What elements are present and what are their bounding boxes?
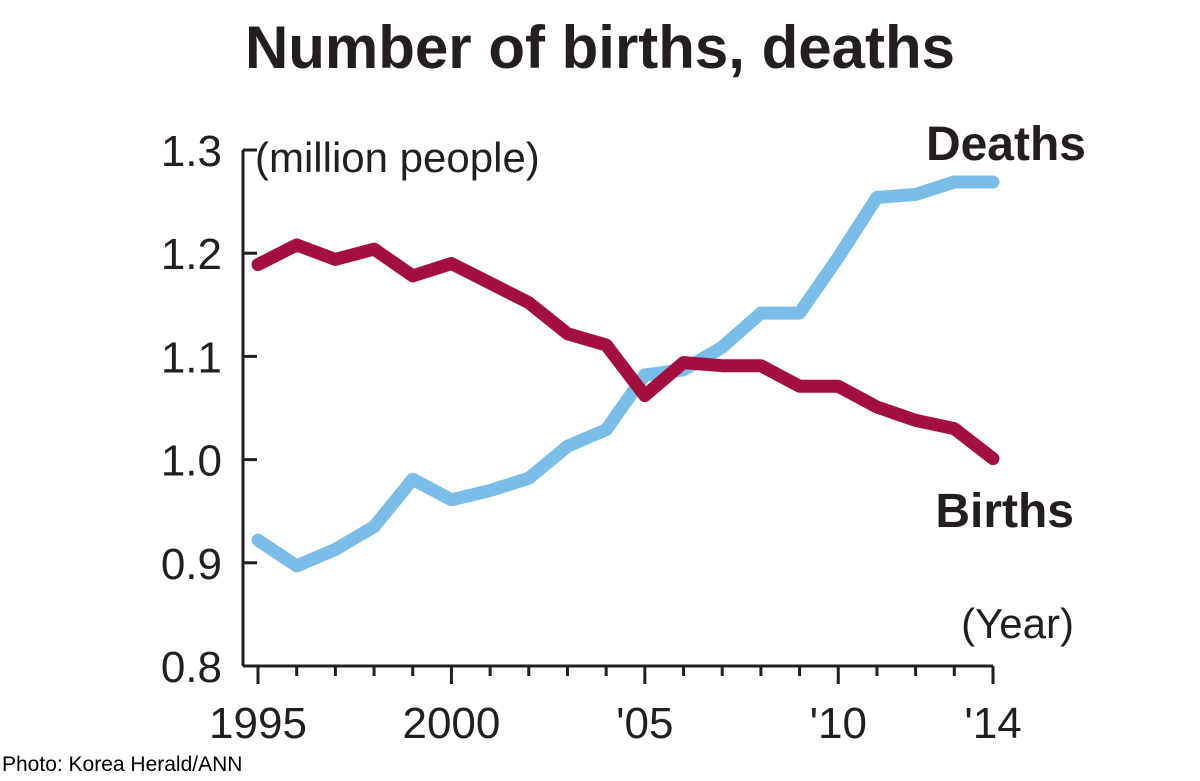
y-tick-label: 1.0 <box>161 437 222 486</box>
x-tick-label: '10 <box>810 699 867 748</box>
axes <box>241 150 993 668</box>
series-line-deaths <box>251 175 1000 573</box>
x-axis-ticks: 1995 2000 '05 '10 '14 <box>209 666 1022 748</box>
y-axis-unit-label: (million people) <box>255 134 540 181</box>
series-layer <box>251 175 1000 573</box>
series-label-deaths: Deaths <box>926 118 1086 171</box>
x-tick-label: '14 <box>964 699 1021 748</box>
series-labels: Deaths Births <box>926 118 1086 538</box>
photo-credit: Photo: Korea Herald/ANN <box>2 753 243 776</box>
y-axis-ticks: 0.8 0.9 1.0 1.1 1.2 1.3 <box>161 127 257 692</box>
x-tick-label: 2000 <box>402 699 500 748</box>
y-tick-label: 1.1 <box>161 333 222 382</box>
x-tick-label: 1995 <box>209 699 307 748</box>
x-tick-label: '05 <box>616 699 673 748</box>
x-axis-unit-label: (Year) <box>961 600 1074 647</box>
y-tick-label: 0.8 <box>161 643 222 692</box>
y-tick-label: 1.2 <box>161 230 222 279</box>
series-line-births <box>251 238 1000 466</box>
chart-title: Number of births, deaths <box>245 14 955 81</box>
series-label-births: Births <box>935 485 1074 538</box>
y-tick-label: 0.9 <box>161 540 222 589</box>
y-tick-label: 1.3 <box>161 127 222 176</box>
